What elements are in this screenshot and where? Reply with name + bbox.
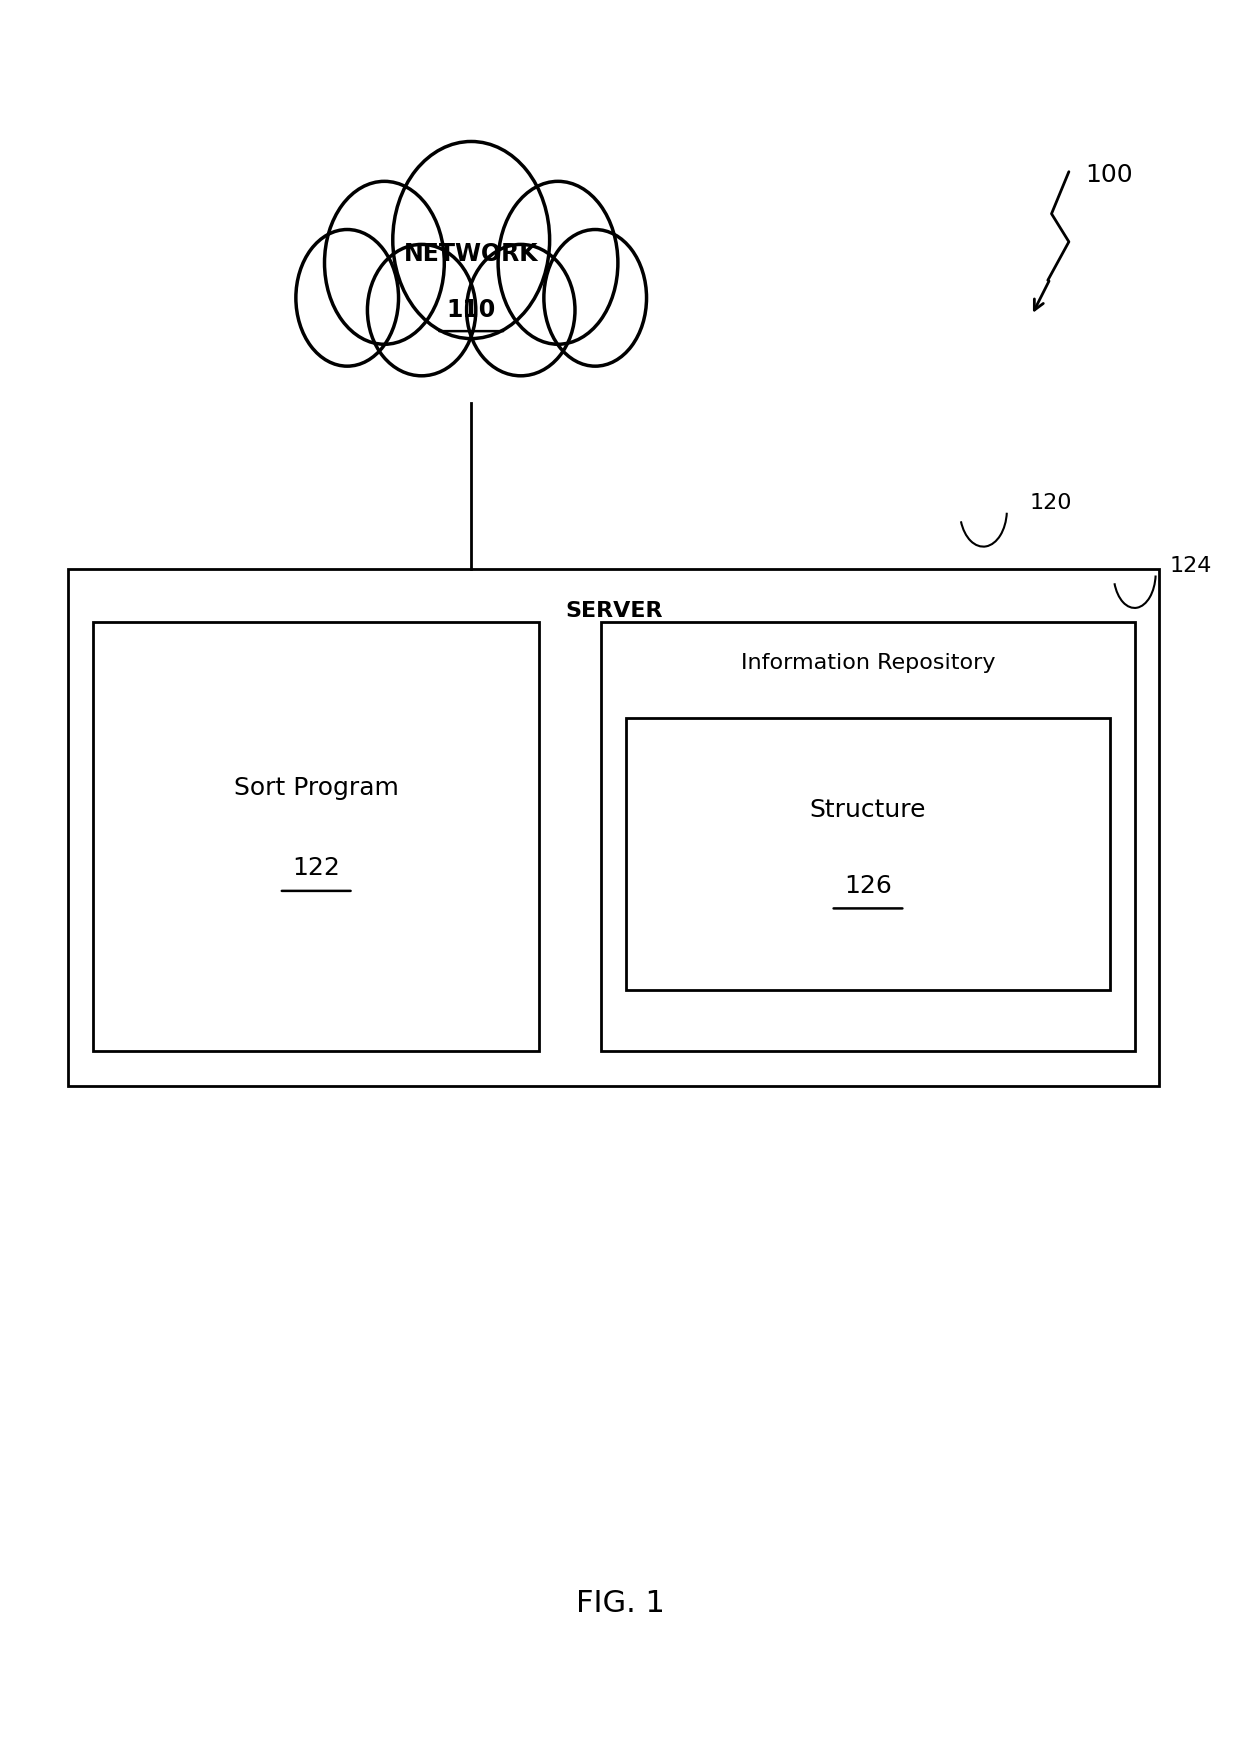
Text: 122: 122	[293, 857, 340, 880]
FancyBboxPatch shape	[68, 569, 1159, 1086]
Text: 110: 110	[446, 298, 496, 322]
Text: 120: 120	[1029, 492, 1071, 513]
Text: 124: 124	[1169, 555, 1211, 576]
Ellipse shape	[498, 182, 618, 343]
FancyBboxPatch shape	[626, 718, 1110, 990]
Ellipse shape	[325, 182, 444, 343]
Text: Information Repository: Information Repository	[740, 653, 996, 673]
FancyBboxPatch shape	[93, 622, 539, 1051]
Text: Structure: Structure	[810, 799, 926, 822]
Text: Sort Program: Sort Program	[234, 776, 398, 799]
Text: 100: 100	[1085, 163, 1132, 187]
Ellipse shape	[367, 245, 476, 377]
Ellipse shape	[544, 230, 646, 366]
FancyBboxPatch shape	[601, 622, 1135, 1051]
Ellipse shape	[296, 230, 398, 366]
Ellipse shape	[466, 245, 575, 377]
Text: NETWORK: NETWORK	[404, 242, 538, 266]
Text: FIG. 1: FIG. 1	[575, 1589, 665, 1617]
Ellipse shape	[393, 142, 549, 338]
Text: SERVER: SERVER	[565, 601, 662, 620]
Text: 126: 126	[844, 874, 892, 897]
